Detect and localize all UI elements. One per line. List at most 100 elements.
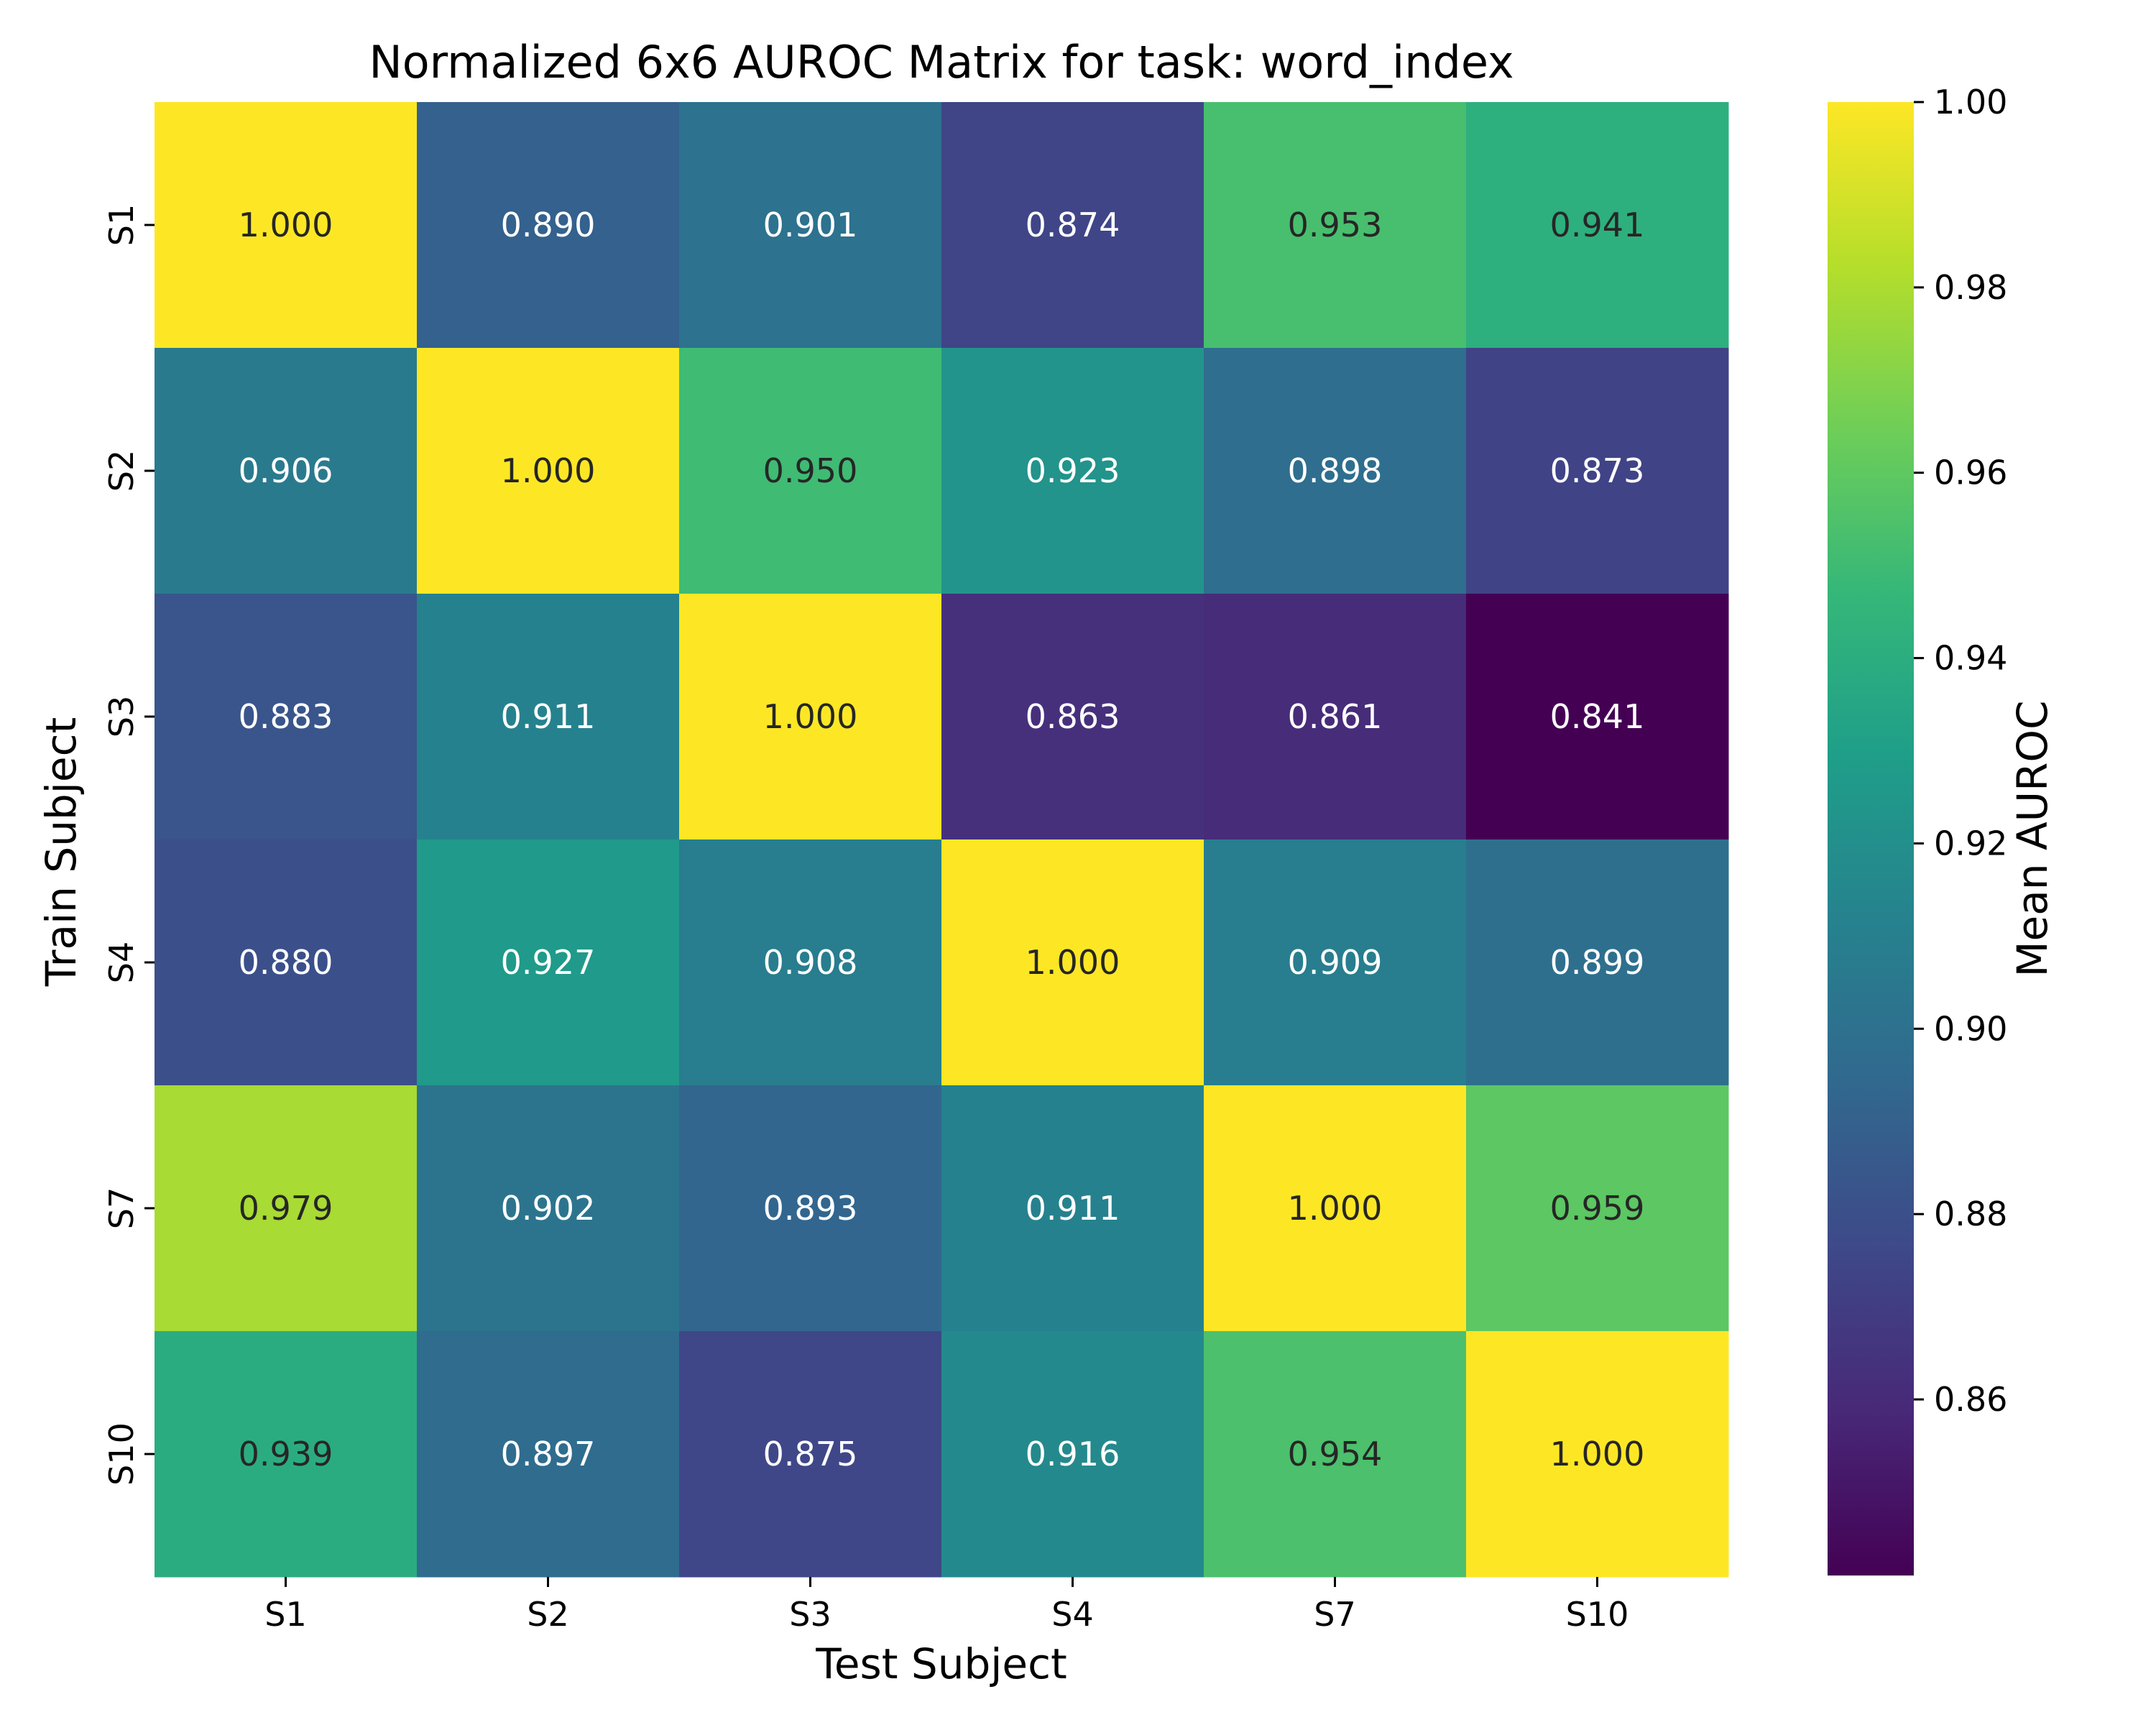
x-tick-label: S1 [264,1595,306,1634]
cell-value-label: 0.861 [1288,697,1383,736]
heatmap-cell-labels: 1.000 0.890 0.901 0.874 0.953 0.941 0.906 1.000… [239,206,1645,1473]
cell-value-label: 0.911 [1026,1189,1120,1228]
cell-value-label: 0.979 [239,1189,333,1228]
cell-value-label: 0.880 [239,943,333,982]
y-axis: S1 S2 S3 S4 S7 S10 [102,204,155,1486]
cell-value-label: 0.897 [501,1435,596,1473]
heatmap-cell [679,594,942,840]
cell-value-label: 1.000 [1026,943,1120,982]
cell-value-label: 1.000 [1288,1189,1383,1228]
cell-value-label: 0.874 [1026,206,1120,244]
cell-value-label: 1.000 [1550,1435,1645,1473]
heatmap-cell [417,1085,680,1332]
heatmap-cell [1466,594,1729,840]
cell-value-label: 0.927 [501,943,596,982]
cell-value-label: 0.911 [501,697,596,736]
heatmap-cell [941,102,1204,349]
heatmap-cell [417,594,680,840]
heatmap-cell [155,348,418,594]
heatmap-cell [679,1085,942,1332]
heatmap-cell [417,102,680,349]
y-tick-label: S2 [102,450,141,492]
cell-value-label: 0.901 [763,206,858,244]
colorbar-tick-label: 0.90 [1934,1009,2007,1048]
y-tick-label: S4 [102,942,141,983]
colorbar-tick-label: 1.00 [1934,83,2007,121]
heatmap-cell [1204,840,1467,1086]
cell-value-label: 0.890 [501,206,596,244]
colorbar-tick-label: 0.86 [1934,1380,2007,1419]
cell-value-label: 0.939 [239,1435,333,1473]
x-tick-label: S7 [1314,1595,1355,1634]
colorbar-tick-label: 0.98 [1934,268,2007,307]
heatmap-cell [941,348,1204,594]
colorbar-tick-label: 0.88 [1934,1195,2007,1233]
heatmap-cell [155,1085,418,1332]
heatmap-cell [941,594,1204,840]
x-tick-label: S10 [1566,1595,1629,1634]
heatmap-cell [1466,1331,1729,1578]
heatmap-cell [679,840,942,1086]
cell-value-label: 0.898 [1288,451,1383,490]
cell-value-label: 0.954 [1288,1435,1383,1473]
cell-value-label: 1.000 [239,206,333,244]
y-tick-label: S3 [102,696,141,737]
cell-value-label: 0.863 [1026,697,1120,736]
y-tick-label: S7 [102,1187,141,1229]
heatmap-cell [941,840,1204,1086]
cell-value-label: 0.909 [1288,943,1383,982]
colorbar-tick-label: 0.96 [1934,454,2007,492]
heatmap-cell [155,102,418,349]
cell-value-label: 0.883 [239,697,333,736]
cell-value-label: 0.873 [1550,451,1645,490]
heatmap-cell [1466,102,1729,349]
cell-value-label: 0.902 [501,1189,596,1228]
heatmap-cell [1204,102,1467,349]
heatmap-cell [1204,348,1467,594]
heatmap-cell [1466,1085,1729,1332]
colorbar-tick-label: 0.92 [1934,824,2007,862]
heatmap-cell [679,1331,942,1578]
cell-value-label: 0.841 [1550,697,1645,736]
cell-value-label: 0.906 [239,451,333,490]
cell-value-label: 0.953 [1288,206,1383,244]
cell-value-label: 0.959 [1550,1189,1645,1228]
heatmap-cell [155,840,418,1086]
cell-value-label: 0.893 [763,1189,858,1228]
cell-value-label: 0.899 [1550,943,1645,982]
cell-value-label: 0.923 [1026,451,1120,490]
x-tick-label: S3 [789,1595,831,1634]
heatmap-cell [417,1331,680,1578]
heatmap-cells [155,102,1729,1578]
heatmap-cell [417,348,680,594]
heatmap-cell [941,1085,1204,1332]
cell-value-label: 1.000 [763,697,858,736]
x-axis-label: Test Subject [815,1639,1067,1688]
heatmap-cell [417,840,680,1086]
y-axis-label: Train Subject [37,717,86,987]
cell-value-label: 0.875 [763,1435,858,1473]
heatmap-cell [1204,1085,1467,1332]
x-tick-label: S4 [1051,1595,1093,1634]
x-tick-label: S2 [527,1595,568,1634]
heatmap-cell [941,1331,1204,1578]
cell-value-label: 0.916 [1026,1435,1120,1473]
colorbar-label: Mean AUROC [2008,700,2057,977]
heatmap-cell [679,102,942,349]
colorbar-gradient [1828,102,1914,1576]
y-tick-label: S1 [102,204,141,246]
cell-value-label: 0.941 [1550,206,1645,244]
heatmap-cell [1204,594,1467,840]
heatmap-cell [155,1331,418,1578]
heatmap-cell [1204,1331,1467,1578]
y-tick-label: S10 [102,1422,141,1486]
heatmap-cell [1466,840,1729,1086]
heatmap-cell [679,348,942,594]
cell-value-label: 0.908 [763,943,858,982]
cell-value-label: 0.950 [763,451,858,490]
cell-value-label: 1.000 [501,451,596,490]
heatmap-cell [1466,348,1729,594]
heatmap-cell [155,594,418,840]
colorbar-ticks: 0.86 0.88 0.90 0.92 0.94 0.96 0.98 1.00 [1914,83,2007,1419]
